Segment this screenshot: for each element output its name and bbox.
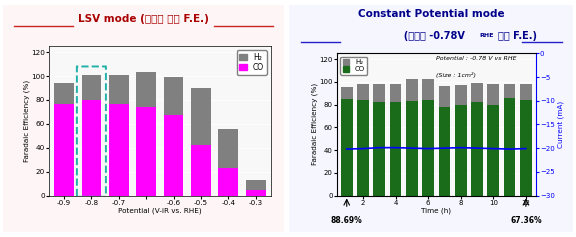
Bar bbox=[82, 100, 101, 196]
Bar bbox=[438, 107, 450, 196]
Legend: H₂, CO: H₂, CO bbox=[340, 57, 367, 75]
Text: LSV mode (전압에 따른 F.E.): LSV mode (전압에 따른 F.E.) bbox=[78, 14, 209, 24]
Bar bbox=[164, 77, 183, 115]
Bar bbox=[422, 100, 434, 196]
Text: 88.69%: 88.69% bbox=[331, 216, 363, 225]
Text: 에서 F.E.): 에서 F.E.) bbox=[498, 31, 537, 41]
X-axis label: Time (h): Time (h) bbox=[421, 207, 452, 214]
Y-axis label: Faradaic Efficiency (%): Faradaic Efficiency (%) bbox=[23, 80, 29, 162]
Bar bbox=[82, 75, 101, 100]
Bar bbox=[520, 84, 532, 100]
Bar bbox=[390, 102, 401, 196]
Bar bbox=[471, 83, 483, 102]
Bar bbox=[455, 105, 467, 196]
Text: Constant Potential mode: Constant Potential mode bbox=[358, 9, 505, 19]
Text: RHE: RHE bbox=[479, 33, 494, 38]
Text: Potential : -0.78 V vs RHE: Potential : -0.78 V vs RHE bbox=[436, 56, 517, 61]
Bar bbox=[54, 83, 74, 104]
Bar bbox=[487, 105, 499, 196]
Y-axis label: Faradaic Efficiency (%): Faradaic Efficiency (%) bbox=[312, 83, 318, 165]
Bar bbox=[54, 104, 74, 196]
Bar bbox=[191, 145, 211, 196]
Bar bbox=[246, 180, 266, 190]
Bar bbox=[341, 87, 353, 99]
Bar bbox=[504, 84, 516, 98]
Bar bbox=[341, 99, 353, 196]
Bar bbox=[109, 104, 128, 196]
Text: (정전압 -0.78V: (정전압 -0.78V bbox=[397, 31, 465, 41]
Bar bbox=[422, 79, 434, 100]
FancyBboxPatch shape bbox=[0, 0, 290, 237]
Bar bbox=[357, 100, 369, 196]
Text: 67.36%: 67.36% bbox=[510, 216, 541, 225]
Bar bbox=[390, 84, 401, 102]
Bar bbox=[406, 101, 418, 196]
Bar bbox=[373, 84, 385, 102]
Bar bbox=[357, 84, 369, 100]
Bar bbox=[373, 102, 385, 196]
Bar bbox=[406, 79, 418, 101]
Bar bbox=[218, 168, 238, 196]
Bar bbox=[246, 190, 266, 196]
Bar bbox=[164, 115, 183, 196]
Legend: H₂, CO: H₂, CO bbox=[237, 50, 267, 74]
Bar bbox=[487, 84, 499, 105]
Bar bbox=[455, 85, 467, 105]
X-axis label: Potential (V-iR vs. RHE): Potential (V-iR vs. RHE) bbox=[118, 207, 202, 214]
Bar bbox=[109, 75, 128, 104]
Bar bbox=[504, 98, 516, 196]
Bar bbox=[218, 129, 238, 168]
Y-axis label: Current (mA): Current (mA) bbox=[558, 101, 564, 148]
Bar bbox=[137, 73, 156, 107]
Bar bbox=[137, 107, 156, 196]
Bar bbox=[471, 102, 483, 196]
FancyBboxPatch shape bbox=[283, 0, 576, 237]
Bar bbox=[520, 100, 532, 196]
Bar bbox=[191, 88, 211, 145]
Bar bbox=[438, 86, 450, 107]
Text: (Size : 1cm²): (Size : 1cm²) bbox=[436, 72, 476, 78]
